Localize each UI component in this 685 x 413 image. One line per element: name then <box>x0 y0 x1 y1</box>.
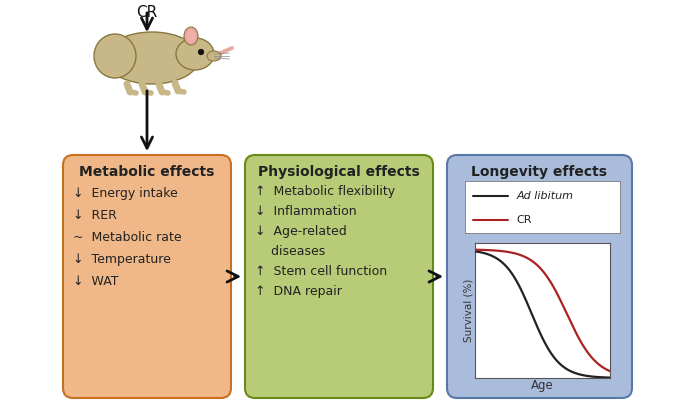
FancyBboxPatch shape <box>63 155 231 398</box>
Ellipse shape <box>184 27 198 45</box>
Ellipse shape <box>186 29 195 43</box>
Text: ↓  Inflammation: ↓ Inflammation <box>255 205 357 218</box>
Text: diseases: diseases <box>255 245 325 258</box>
Ellipse shape <box>105 32 199 84</box>
Text: Physiological effects: Physiological effects <box>258 165 420 179</box>
FancyBboxPatch shape <box>245 155 433 398</box>
Text: ↑  Metabolic flexibility: ↑ Metabolic flexibility <box>255 185 395 198</box>
Text: ↑  DNA repair: ↑ DNA repair <box>255 285 342 298</box>
Y-axis label: Survival (%): Survival (%) <box>464 279 473 342</box>
Text: ~  Metabolic rate: ~ Metabolic rate <box>73 231 182 244</box>
Ellipse shape <box>94 34 136 78</box>
Text: ↓  Energy intake: ↓ Energy intake <box>73 187 177 200</box>
Text: ↑  Stem cell function: ↑ Stem cell function <box>255 265 387 278</box>
FancyBboxPatch shape <box>447 155 632 398</box>
Text: Longevity effects: Longevity effects <box>471 165 608 179</box>
Text: ↓  Temperature: ↓ Temperature <box>73 253 171 266</box>
Ellipse shape <box>207 51 221 61</box>
Circle shape <box>198 49 204 55</box>
X-axis label: Age: Age <box>531 380 554 392</box>
Text: CR: CR <box>136 5 158 20</box>
Ellipse shape <box>176 38 214 70</box>
Text: ↓  Age-related: ↓ Age-related <box>255 225 347 238</box>
Text: ↓  RER: ↓ RER <box>73 209 117 222</box>
Text: Metabolic effects: Metabolic effects <box>79 165 214 179</box>
Text: CR: CR <box>516 215 532 225</box>
Text: ↓  WAT: ↓ WAT <box>73 275 119 288</box>
Text: Ad libitum: Ad libitum <box>516 190 573 201</box>
